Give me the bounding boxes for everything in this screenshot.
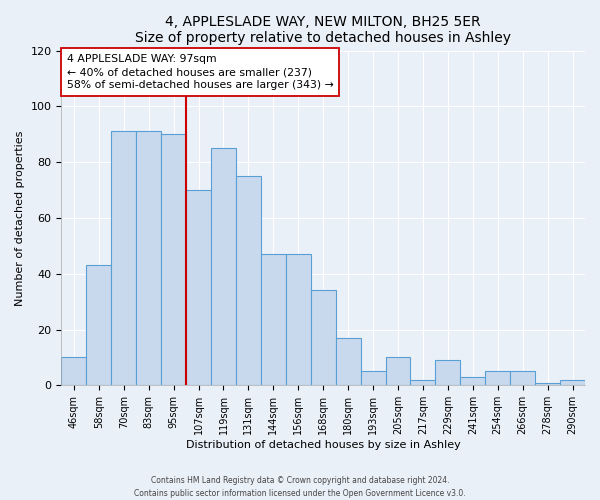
Bar <box>111 132 136 386</box>
Text: Contains HM Land Registry data © Crown copyright and database right 2024.
Contai: Contains HM Land Registry data © Crown c… <box>134 476 466 498</box>
Text: 4 APPLESLADE WAY: 97sqm
← 40% of detached houses are smaller (237)
58% of semi-d: 4 APPLESLADE WAY: 97sqm ← 40% of detache… <box>67 54 334 90</box>
Bar <box>186 190 211 386</box>
Bar <box>236 176 261 386</box>
Bar <box>136 132 161 386</box>
Bar <box>535 382 560 386</box>
Y-axis label: Number of detached properties: Number of detached properties <box>15 130 25 306</box>
Bar <box>286 254 311 386</box>
Bar <box>386 358 410 386</box>
Bar <box>560 380 585 386</box>
Bar <box>311 290 335 386</box>
Title: 4, APPLESLADE WAY, NEW MILTON, BH25 5ER
Size of property relative to detached ho: 4, APPLESLADE WAY, NEW MILTON, BH25 5ER … <box>135 15 511 45</box>
Bar <box>211 148 236 386</box>
Bar <box>485 372 510 386</box>
Bar <box>460 377 485 386</box>
Bar <box>61 358 86 386</box>
Bar <box>86 266 111 386</box>
Bar <box>410 380 436 386</box>
Bar <box>436 360 460 386</box>
Bar <box>361 372 386 386</box>
Bar <box>510 372 535 386</box>
Bar <box>261 254 286 386</box>
Bar <box>335 338 361 386</box>
Bar <box>161 134 186 386</box>
X-axis label: Distribution of detached houses by size in Ashley: Distribution of detached houses by size … <box>186 440 461 450</box>
